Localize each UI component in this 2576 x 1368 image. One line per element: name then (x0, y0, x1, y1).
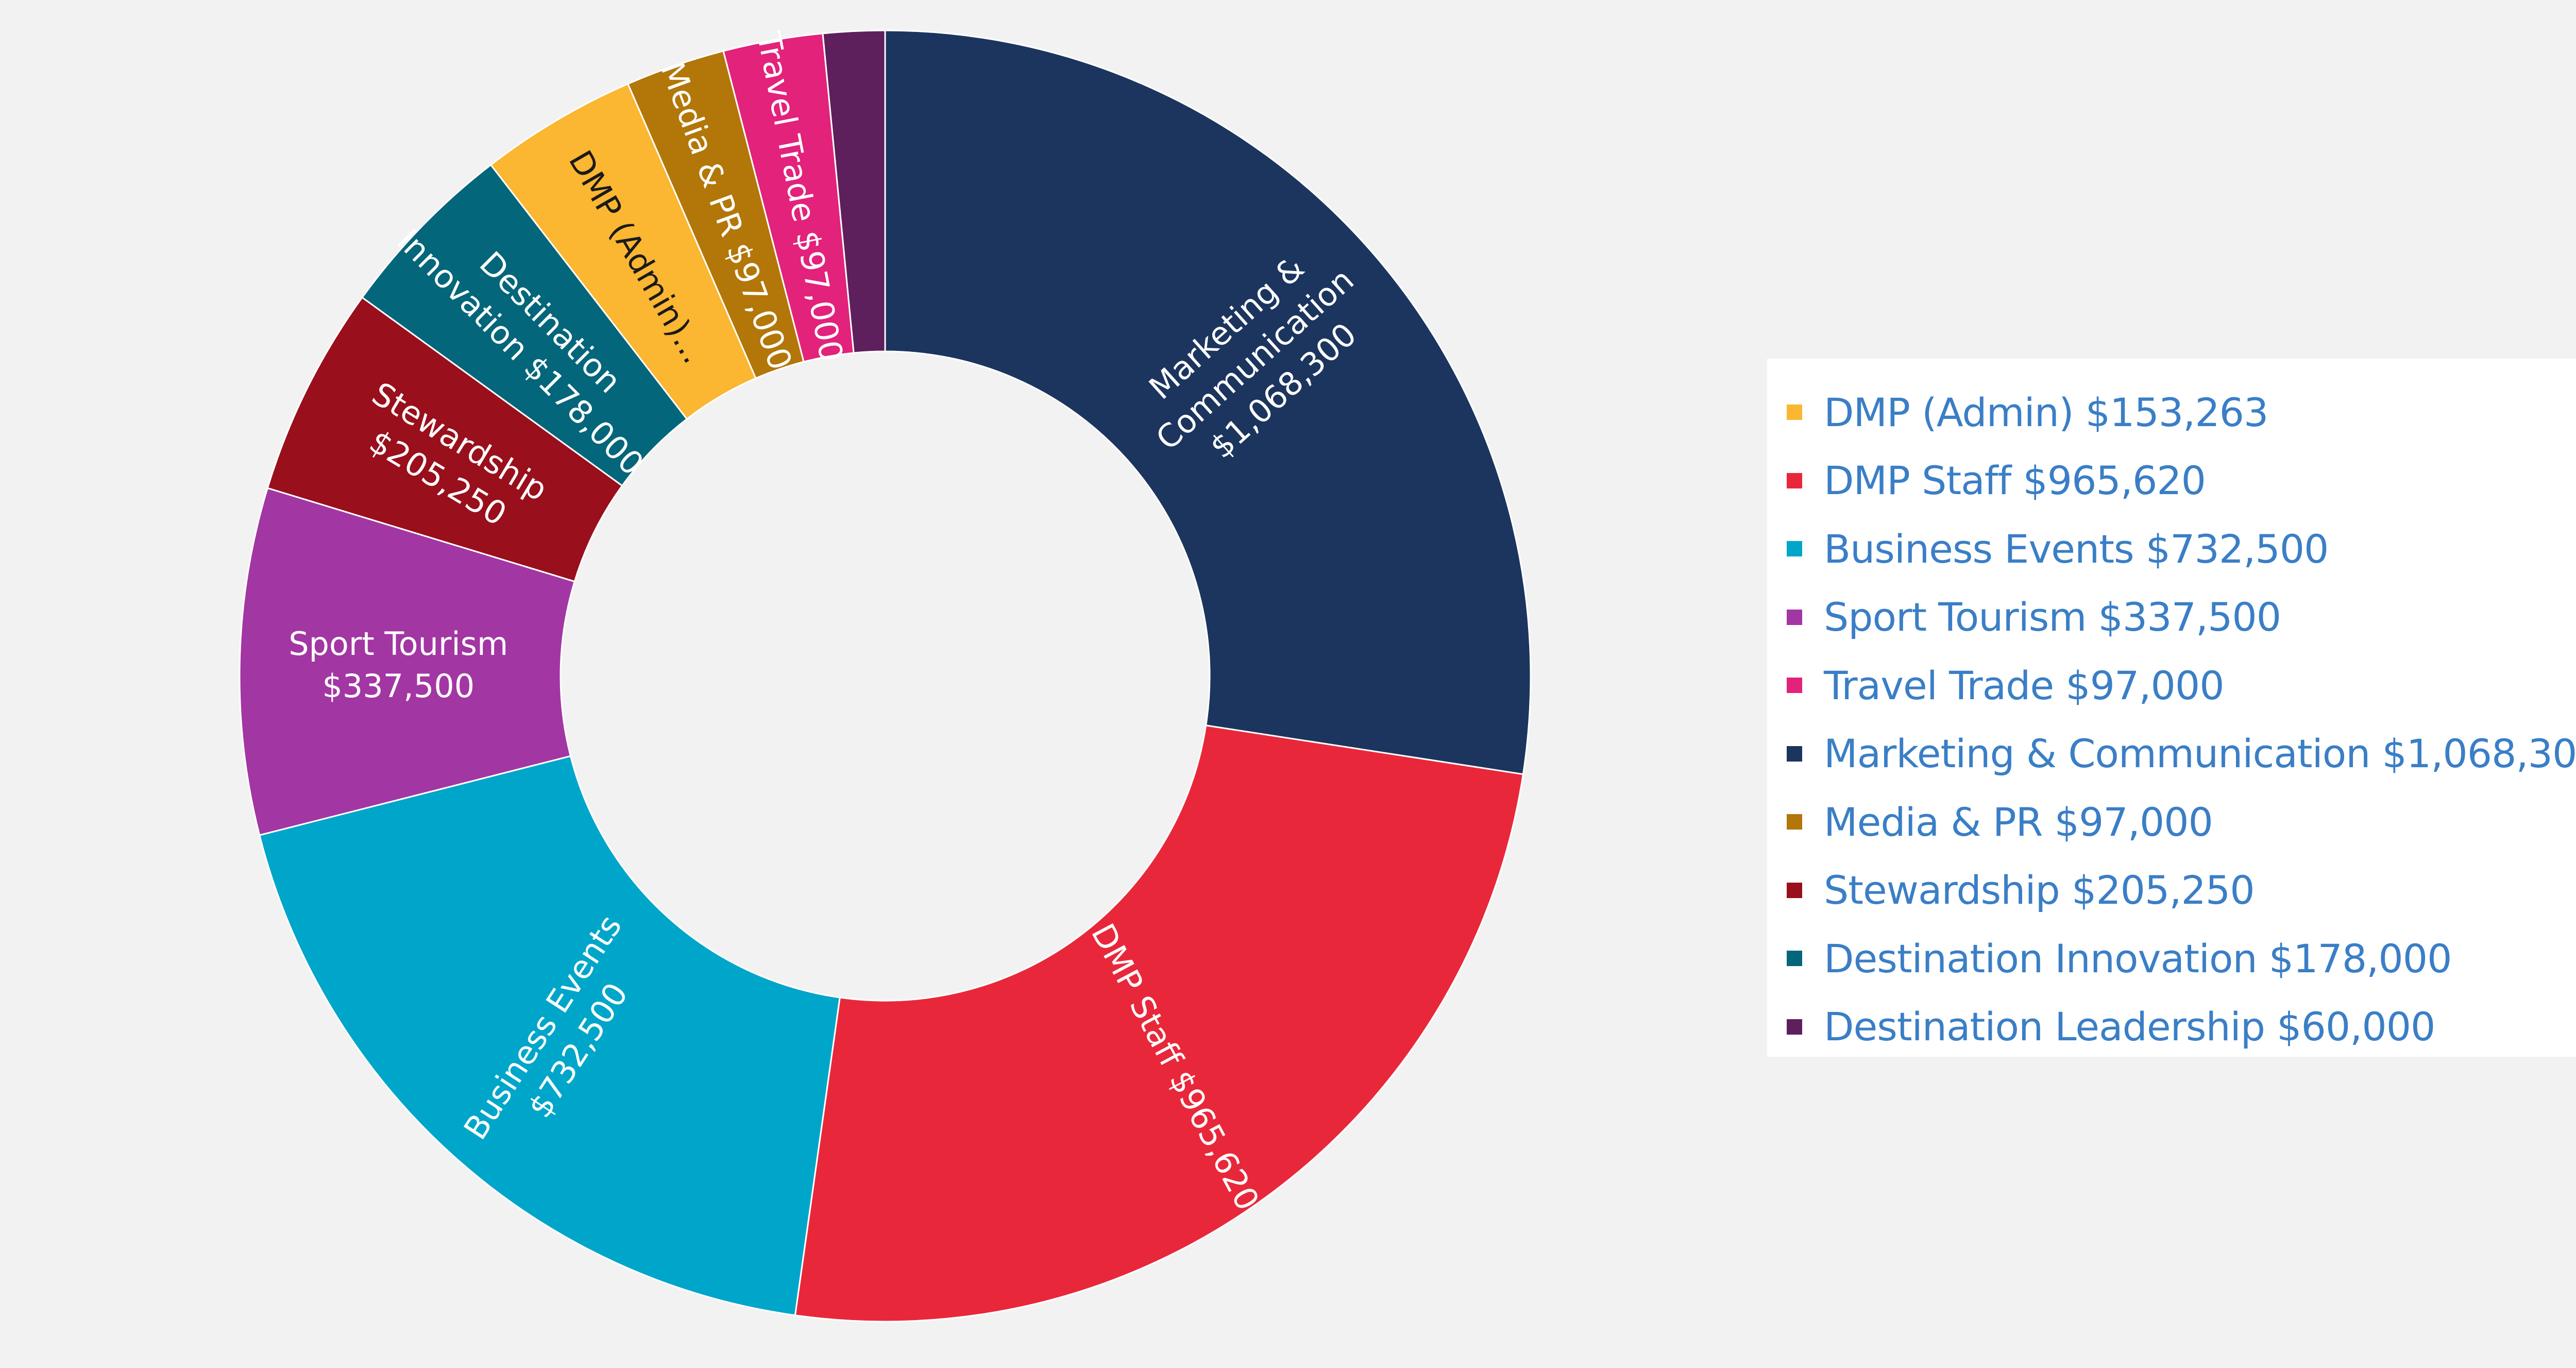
legend-swatch (1787, 678, 1802, 694)
legend-item[interactable]: Media & PR $97,000 (1787, 788, 2576, 856)
legend-swatch (1787, 746, 1802, 762)
slice-marketing-communication[interactable] (884, 29, 1532, 775)
legend-item[interactable]: DMP Staff $965,620 (1787, 447, 2576, 515)
legend-swatch (1787, 814, 1802, 830)
legend-label: Business Events $732,500 (1824, 526, 2329, 572)
legend-label: Media & PR $97,000 (1824, 799, 2213, 845)
legend-item[interactable]: Business Events $732,500 (1787, 515, 2576, 583)
legend-swatch (1787, 404, 1802, 420)
slice-sport-tourism[interactable] (239, 487, 576, 836)
slice-business-events[interactable] (258, 755, 841, 1316)
legend-swatch (1787, 609, 1802, 625)
legend-swatch (1787, 472, 1802, 488)
legend-swatch (1787, 1019, 1802, 1035)
legend-swatch (1787, 541, 1802, 557)
slice-destination-leadership[interactable] (822, 29, 886, 354)
legend-item[interactable]: Sport Tourism $337,500 (1787, 583, 2576, 652)
legend-item[interactable]: Destination Innovation $178,000 (1787, 924, 2576, 993)
legend-item[interactable]: Travel Trade $97,000 (1787, 651, 2576, 720)
legend-label: Stewardship $205,250 (1824, 867, 2255, 914)
legend-item[interactable]: DMP (Admin) $153,263 (1787, 378, 2576, 447)
slices-group (239, 29, 1532, 1323)
legend-label: Sport Tourism $337,500 (1824, 594, 2281, 640)
slice-stewardship[interactable] (266, 296, 623, 583)
slice-dmp-staff[interactable] (794, 724, 1524, 1323)
slice-label-sport-tourism: Sport Tourism $337,500 (289, 625, 508, 705)
legend-label: Travel Trade $97,000 (1824, 662, 2225, 708)
legend-label: Destination Innovation $178,000 (1824, 935, 2452, 982)
legend-label: DMP Staff $965,620 (1824, 458, 2206, 504)
legend-item[interactable]: Destination Leadership $60,000 (1787, 993, 2576, 1061)
legend-label: DMP (Admin) $153,263 (1824, 389, 2268, 435)
legend-label: Destination Leadership $60,000 (1824, 1004, 2435, 1050)
legend-item[interactable]: Stewardship $205,250 (1787, 856, 2576, 925)
legend-item[interactable]: Marketing & Communication $1,068,300 (1787, 720, 2576, 788)
legend-label: Marketing & Communication $1,068,300 (1824, 731, 2576, 777)
legend-swatch (1787, 882, 1802, 898)
legend-swatch (1787, 951, 1802, 967)
legend: DMP (Admin) $153,263 DMP Staff $965,620 Bu… (1767, 359, 2576, 1057)
